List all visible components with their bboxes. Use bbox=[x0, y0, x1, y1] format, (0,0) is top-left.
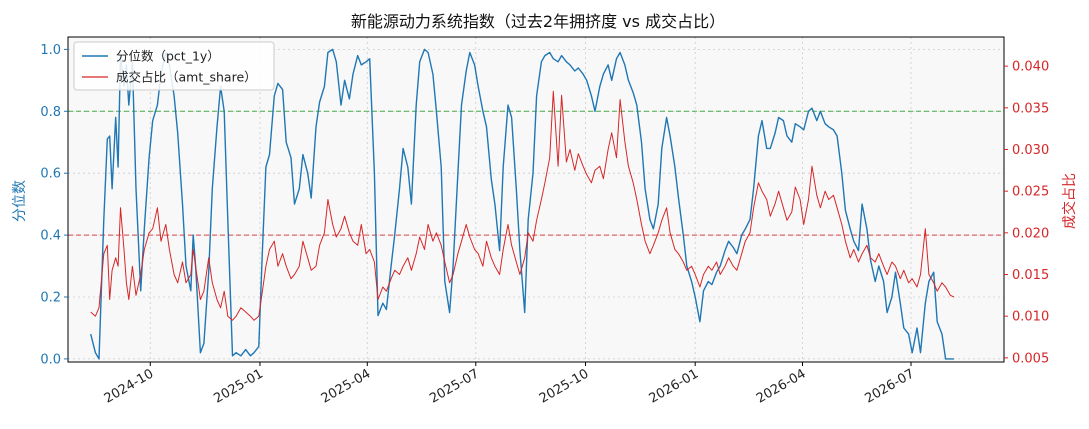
y-right-tick-label: 0.040 bbox=[1012, 60, 1049, 75]
legend-label: 分位数（pct_1y） bbox=[116, 49, 220, 64]
y-left-tick-label: 1.0 bbox=[40, 43, 61, 58]
y-right-tick-label: 0.005 bbox=[1012, 351, 1049, 366]
y-left-label: 分位数 bbox=[12, 180, 28, 222]
y-left-tick-label: 0.4 bbox=[40, 229, 61, 244]
plot-background bbox=[68, 37, 1004, 362]
legend-box bbox=[73, 41, 275, 91]
y-left-tick-label: 0.2 bbox=[40, 291, 61, 306]
y-right-tick-label: 0.010 bbox=[1012, 310, 1049, 325]
y-right-tick-label: 0.020 bbox=[1012, 226, 1049, 241]
legend-item-pct: 分位数（pct_1y） bbox=[82, 49, 220, 64]
legend: 分位数（pct_1y） 成交占比（amt_share） bbox=[73, 41, 275, 91]
plot-frame bbox=[67, 36, 1005, 363]
y-left-tick-label: 0.6 bbox=[40, 167, 61, 182]
series-line-amt bbox=[90, 90, 955, 321]
y-left-tick-label: 0.8 bbox=[40, 105, 61, 120]
chart-title: 新能源动力系统指数（过去2年拥挤度 vs 成交占比） bbox=[351, 12, 725, 31]
x-tick-label: 2024-10 bbox=[102, 366, 157, 406]
y-right-tick-label: 0.035 bbox=[1012, 101, 1049, 116]
y-left-tick-label: 0.0 bbox=[40, 352, 61, 367]
x-tick-label: 2025-04 bbox=[319, 366, 374, 406]
x-tick-label: 2025-07 bbox=[427, 366, 482, 406]
plot-area bbox=[64, 36, 1008, 366]
legend-item-amt: 成交占比（amt_share） bbox=[82, 70, 257, 85]
x-tick-label: 2026-07 bbox=[862, 366, 917, 406]
x-tick-label: 2026-04 bbox=[754, 366, 809, 406]
y-right-tick-label: 0.025 bbox=[1012, 185, 1049, 200]
x-tick-label: 2026-01 bbox=[647, 366, 702, 406]
x-tick-label: 2025-01 bbox=[211, 366, 266, 406]
series-line-pct bbox=[90, 48, 954, 360]
legend-label: 成交占比（amt_share） bbox=[116, 70, 257, 85]
x-tick-label: 2025-10 bbox=[537, 366, 592, 406]
y-right-tick-label: 0.030 bbox=[1012, 143, 1049, 158]
y-right-label: 成交占比 bbox=[1061, 173, 1078, 229]
y-right-tick-label: 0.015 bbox=[1012, 268, 1049, 283]
